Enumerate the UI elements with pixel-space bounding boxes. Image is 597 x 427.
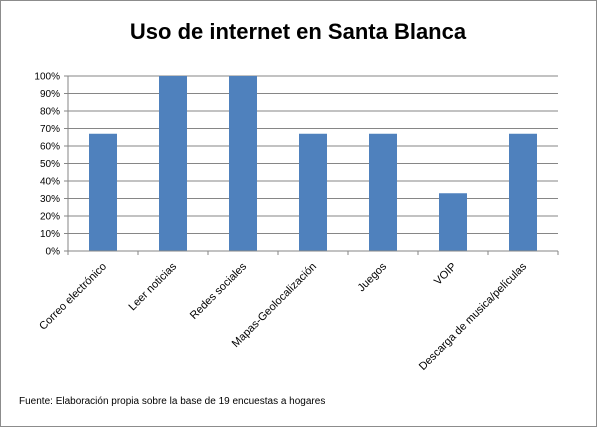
- bar: [159, 76, 187, 251]
- y-tick-label: 10%: [40, 229, 60, 240]
- y-tick-label: 70%: [40, 124, 60, 135]
- bar: [229, 76, 257, 251]
- chart-title: Uso de internet en Santa Blanca: [130, 19, 467, 44]
- bar: [299, 133, 327, 251]
- bar: [509, 133, 537, 251]
- x-category-label: Correo electrónico: [37, 261, 109, 333]
- y-tick-label: 100%: [34, 72, 60, 83]
- y-tick-label: 20%: [40, 212, 60, 223]
- x-category-label: Redes sociales: [188, 260, 250, 322]
- x-category-label: VOIP: [432, 261, 459, 288]
- y-tick-label: 80%: [40, 107, 60, 118]
- y-tick-label: 30%: [40, 194, 60, 205]
- source-note: Fuente: Elaboración propia sobre la base…: [19, 396, 325, 407]
- bar: [89, 133, 117, 251]
- bar: [439, 193, 467, 251]
- y-tick-label: 90%: [40, 89, 60, 100]
- y-tick-label: 0%: [46, 247, 61, 258]
- bars: [89, 76, 537, 251]
- y-axis-ticks: 0% 10% 20% 30% 40% 50% 60% 70% 80% 90% 100%: [34, 72, 68, 258]
- x-category-label: Juegos: [356, 260, 390, 294]
- x-axis-labels: Correo electrónico Leer noticias Redes soc…: [37, 260, 529, 373]
- y-tick-label: 60%: [40, 142, 60, 153]
- x-category-label: Leer noticias: [127, 260, 180, 313]
- y-tick-label: 50%: [40, 159, 60, 170]
- axes: [67, 76, 559, 255]
- bar: [369, 133, 397, 251]
- y-tick-label: 40%: [40, 177, 60, 188]
